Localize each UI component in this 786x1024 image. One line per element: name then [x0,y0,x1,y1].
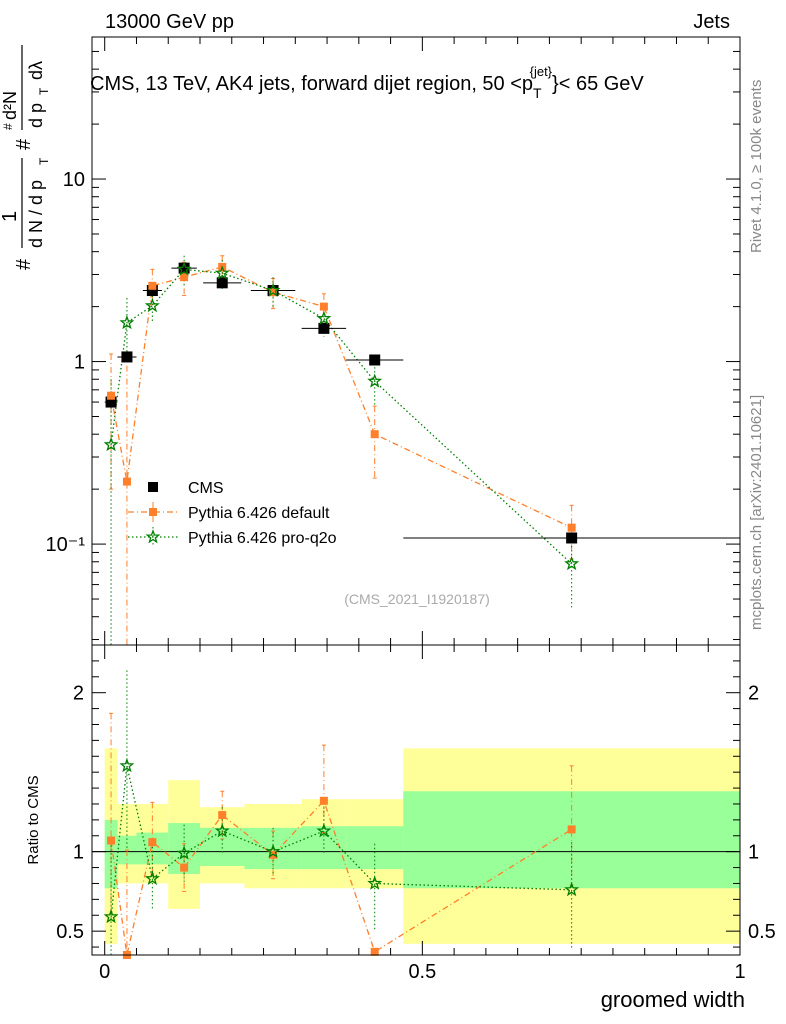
ratio-point-pythia-pro [367,875,383,890]
mcplots-label: mcplots.cern.ch [arXiv:2401.10621] [748,395,765,630]
ylabel-num-den: d p [26,103,46,128]
ylabel-hash-2: # [13,138,35,150]
ratio-ytick-label-right: 0.5 [748,921,776,943]
main-point-pythia-pro [214,265,230,280]
main-ytick-label: 10⁻¹ [46,534,86,556]
legend-marker-pythia-pro [145,529,161,544]
legend-label-pythia-pro: Pythia 6.426 pro-q2o [188,530,337,547]
x-tick-label: 0.5 [408,961,436,983]
ylabel-den: d N / d p [26,180,46,248]
main-point-pythia-pro [144,297,160,313]
ylabel-num-den-sub: T [37,87,51,95]
title-tail: }< 65 GeV [552,73,644,95]
ratio-point-pythia-pro [564,881,580,897]
main-point-pythia-default [180,273,189,282]
main-point-pythia-pro [316,310,332,325]
main-point-pythia-default [107,391,116,400]
main-point-cms [105,396,117,408]
ratio-point-pythia-pro [214,823,230,838]
legend-entry-pythia-default: Pythia 6.426 default [128,502,330,522]
main-point-cms [146,285,158,297]
ratio-point-pythia-default [180,863,189,872]
ratio-ytick-label-left: 2 [73,683,84,705]
ratio-point-pythia-pro [176,845,192,860]
main-point-pythia-pro [176,261,192,276]
main-panel [92,37,740,645]
ratio-point-pythia-default [370,947,379,956]
ylabel-hash-3: # [1,123,15,130]
ratio-frame [91,644,741,956]
title-sub: T [533,85,542,101]
main-point-pythia-default [122,477,131,486]
ratio-point-pythia-pro [119,757,135,773]
rivet-label: Rivet 4.1.0, ≥ 100k events [748,80,765,253]
main-point-cms [369,354,381,366]
ratio-ylabel: Ratio to CMS [25,775,42,864]
ratio-ytick-label-left: 1 [73,842,84,864]
main-point-pythia-default [269,288,278,297]
ylabel-den-sub: T [37,157,51,165]
main-point-pythia-pro [367,373,383,388]
header-right: Jets [693,11,730,33]
main-point-cms [178,262,190,274]
legend-label-pythia-default: Pythia 6.426 default [188,505,330,522]
ratio-point-pythia-default [148,838,157,847]
ratio-ytick-label-right: 1 [748,842,759,864]
main-ylabel: # 1 d N / d p T # # d²N d p T dλ [0,45,51,270]
x-tick-label: 1 [734,961,745,983]
x-tick-label: 0 [99,961,110,983]
main-point-cms [566,532,578,544]
ylabel-one: 1 [0,211,21,222]
ratio-bands [92,748,740,944]
main-ytick-label: 10 [63,169,85,191]
main-point-pythia-default [370,430,379,439]
main-ytick-label: 1 [74,352,85,374]
ratio-ytick-label-left: 0.5 [56,921,84,943]
main-point-pythia-default [319,302,328,311]
legend-label-cms: CMS [188,480,224,497]
main-point-pythia-default [567,523,576,532]
ratio-point-pythia-pro [265,843,281,858]
legend-entry-pythia-pro: Pythia 6.426 pro-q2o [128,527,337,547]
ratio-ytick-label-right: 2 [748,683,759,705]
main-point-cms [121,351,133,363]
x-axis-label: groomed width [601,987,745,1012]
main-point-pythia-pro [119,314,135,330]
watermark: (CMS_2021_I1920187) [344,591,490,607]
header-left: 13000 GeV pp [105,11,234,33]
ratio-line-pythia-default [110,799,572,956]
main-point-pythia-pro [564,555,580,571]
ylabel-num: d²N [0,91,20,120]
main-point-cms [318,322,330,334]
ratio-point-pythia-default [319,796,328,805]
ratio-band-green [346,826,404,870]
ratio-point-pythia-default [218,811,227,820]
legend-marker-pythia-default [149,508,157,516]
main-axes: 10⁻¹ 1 10 [46,36,741,646]
ratio-point-pythia-default [567,825,576,834]
main-point-pythia-default [148,281,157,290]
ratio-point-pythia-pro [316,823,332,838]
main-point-cms [216,277,228,289]
legend-entry-cms: CMS [148,480,224,497]
title-main: CMS, 13 TeV, AK4 jets, forward dijet reg… [90,73,533,95]
main-markers [103,261,580,571]
title-sup: {jet} [530,64,553,79]
ratio-point-pythia-pro [144,870,160,886]
ylabel-hash-1: # [13,258,35,270]
ratio-point-pythia-default [107,836,116,845]
legend: CMS Pythia 6.426 default Pythia 6.426 pr… [128,480,337,547]
main-point-pythia-pro [265,282,281,297]
ratio-point-pythia-pro [103,908,119,924]
ylabel-lambda: dλ [26,61,46,80]
chart-title: CMS, 13 TeV, AK4 jets, forward dijet reg… [90,64,644,101]
legend-marker-cms [148,482,158,492]
ratio-axes: 0.5 0.51 12 20 0.5 1 [56,644,776,983]
main-point-pythia-pro [103,436,119,452]
main-plot-area [92,37,740,645]
